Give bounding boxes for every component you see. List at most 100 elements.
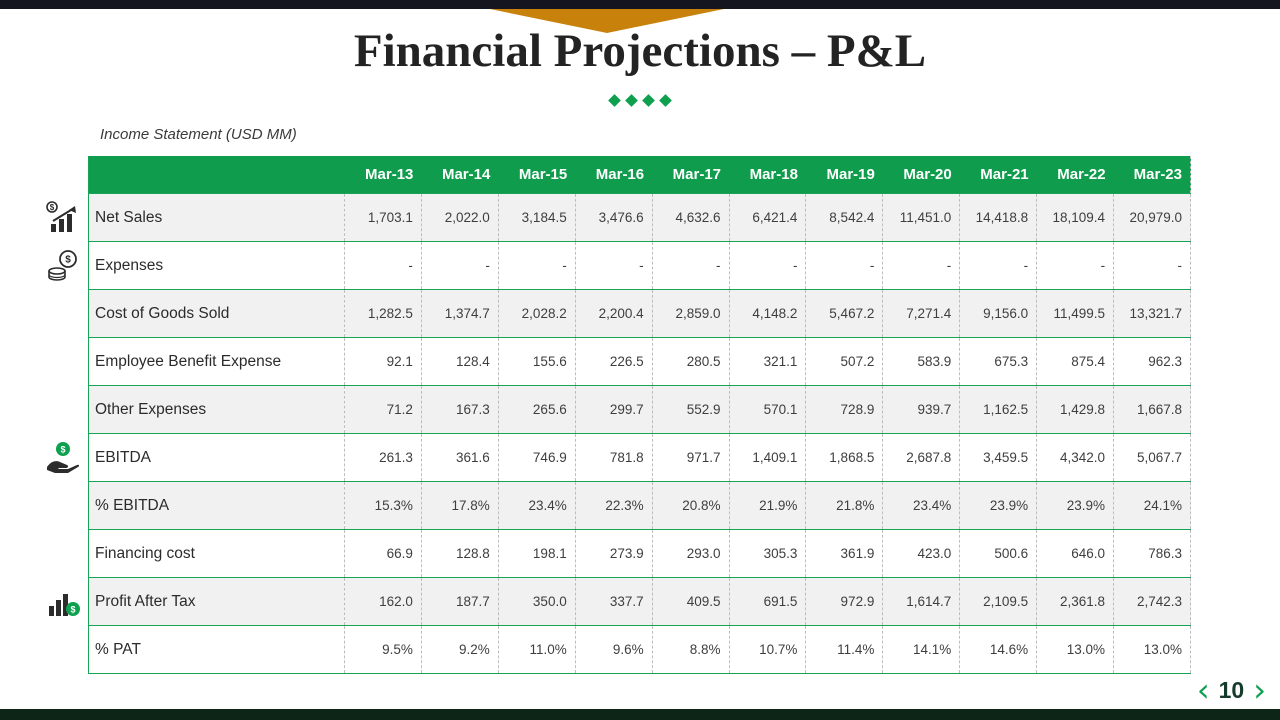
cell-value: 8,542.4: [805, 193, 883, 242]
cell-value: 162.0: [344, 577, 422, 626]
cell-value: 962.3: [1113, 337, 1191, 386]
column-header: Mar-15: [498, 156, 576, 194]
table-header-row: Mar-13 Mar-14 Mar-15 Mar-16 Mar-17 Mar-18 Mar-…: [88, 156, 1191, 194]
cell-value: 3,459.5: [959, 433, 1037, 482]
row-label: Financing cost: [89, 530, 345, 578]
cell-value: 24.1%: [1113, 481, 1191, 530]
cell-value: 423.0: [882, 529, 960, 578]
cell-value: 1,409.1: [728, 433, 806, 482]
page-number: 10: [1218, 676, 1245, 703]
cell-value: 1,282.5: [344, 289, 422, 338]
diamond-icon: [625, 94, 638, 107]
cell-value: 187.7: [420, 577, 499, 626]
cell-value: 23.9%: [1036, 481, 1114, 530]
cell-value: 21.8%: [805, 481, 883, 530]
income-statement-table: Mar-13 Mar-14 Mar-15 Mar-16 Mar-17 Mar-18 Mar-…: [46, 156, 1191, 674]
table-row: $ Expenses - - - - - - - - - - -: [48, 241, 1191, 290]
cell-value: 9,156.0: [959, 289, 1037, 338]
sales-growth-chart-icon: $: [45, 200, 81, 236]
table-row: $ Profit After Tax 162.0 187.7 350.0 337.7 409…: [49, 577, 1191, 626]
cell-value: -: [805, 241, 883, 290]
cell-value: 939.7: [882, 385, 960, 434]
cell-value: 746.9: [497, 433, 576, 482]
column-header: Mar-14: [421, 156, 499, 194]
cell-value: 646.0: [1036, 529, 1114, 578]
diamond-icon: [659, 94, 672, 107]
row-label-text: % PAT: [95, 640, 141, 658]
cell-value: 11,499.5: [1036, 289, 1114, 338]
cell-value: 675.3: [959, 337, 1037, 386]
row-label-text: Financing cost: [95, 544, 195, 562]
cell-value: 1,374.7: [420, 289, 499, 338]
cell-value: 2,028.2: [497, 289, 576, 338]
hand-coin-icon: $: [45, 440, 81, 476]
svg-text:$: $: [70, 604, 75, 614]
row-label-text: Cost of Goods Sold: [95, 304, 230, 322]
cell-value: 167.3: [420, 385, 499, 434]
cell-value: -: [959, 241, 1037, 290]
cell-value: 265.6: [497, 385, 576, 434]
cell-value: -: [728, 241, 806, 290]
cell-value: 3,184.5: [497, 193, 576, 242]
column-header: Mar-16: [575, 156, 653, 194]
top-bar-decoration: [0, 0, 1280, 9]
cell-value: 261.3: [344, 433, 422, 482]
cell-value: 14,418.8: [959, 193, 1037, 242]
cell-value: 198.1: [497, 529, 576, 578]
cell-value: 23.4%: [882, 481, 960, 530]
cell-value: 23.9%: [959, 481, 1037, 530]
cell-value: 361.9: [805, 529, 883, 578]
row-label-text: Expenses: [95, 256, 164, 274]
column-header: Mar-13: [344, 156, 422, 194]
cell-value: 1,703.1: [344, 193, 422, 242]
cell-value: 9.2%: [420, 625, 499, 674]
cell-value: -: [344, 241, 422, 290]
column-header: Mar-23: [1113, 156, 1191, 194]
svg-text:$: $: [60, 444, 65, 454]
cell-value: 2,200.4: [574, 289, 653, 338]
cell-value: 4,148.2: [728, 289, 806, 338]
table-row: Cost of Goods Sold 1,282.5 1,374.7 2,028.2 2…: [88, 289, 1191, 338]
cell-value: 2,022.0: [420, 193, 499, 242]
cell-value: 92.1: [344, 337, 422, 386]
cell-value: 17.8%: [420, 481, 499, 530]
row-label: Other Expenses: [89, 386, 345, 434]
cell-value: 293.0: [651, 529, 730, 578]
cell-value: 10.7%: [728, 625, 806, 674]
cell-value: 5,467.2: [805, 289, 883, 338]
cell-value: 972.9: [805, 577, 883, 626]
next-page-icon[interactable]: ›: [1253, 671, 1266, 709]
table-row: % PAT 9.5% 9.2% 11.0% 9.6% 8.8% 10.7% 11.4% 14.1…: [88, 625, 1191, 674]
cell-value: 1,868.5: [805, 433, 883, 482]
cell-value: 337.7: [574, 577, 653, 626]
cell-value: 583.9: [882, 337, 960, 386]
cell-value: 13.0%: [1113, 625, 1191, 674]
svg-text:$: $: [65, 254, 71, 265]
cell-value: 14.1%: [882, 625, 960, 674]
bar-chart-dollar-icon: $: [45, 584, 81, 620]
cell-value: 8.8%: [651, 625, 730, 674]
cell-value: 2,109.5: [959, 577, 1037, 626]
cell-value: -: [497, 241, 576, 290]
cell-value: 18,109.4: [1036, 193, 1114, 242]
cell-value: 3,476.6: [574, 193, 653, 242]
row-label-text: Employee Benefit Expense: [95, 352, 282, 370]
cell-value: 155.6: [497, 337, 576, 386]
table-row: $ EBITDA 261.3 361.6 746.9 781.8 971.7 1,409.1 1…: [47, 433, 1191, 482]
cell-value: 361.6: [420, 433, 499, 482]
cell-value: 875.4: [1036, 337, 1114, 386]
title-diamond-bullets: [0, 94, 1280, 107]
prev-page-icon[interactable]: ‹: [1196, 671, 1210, 709]
row-label: Cost of Goods Sold: [89, 290, 345, 338]
row-label: $ Net Sales: [46, 194, 345, 242]
cell-value: 507.2: [805, 337, 883, 386]
cell-value: 2,859.0: [651, 289, 730, 338]
column-header: Mar-20: [882, 156, 960, 194]
cell-value: 13.0%: [1036, 625, 1114, 674]
cell-value: -: [651, 241, 730, 290]
cell-value: 552.9: [651, 385, 730, 434]
table-row: Financing cost 66.9 128.8 198.1 273.9 293.0 30…: [88, 529, 1191, 578]
column-header: Mar-18: [729, 156, 806, 194]
cell-value: 4,632.6: [651, 193, 730, 242]
